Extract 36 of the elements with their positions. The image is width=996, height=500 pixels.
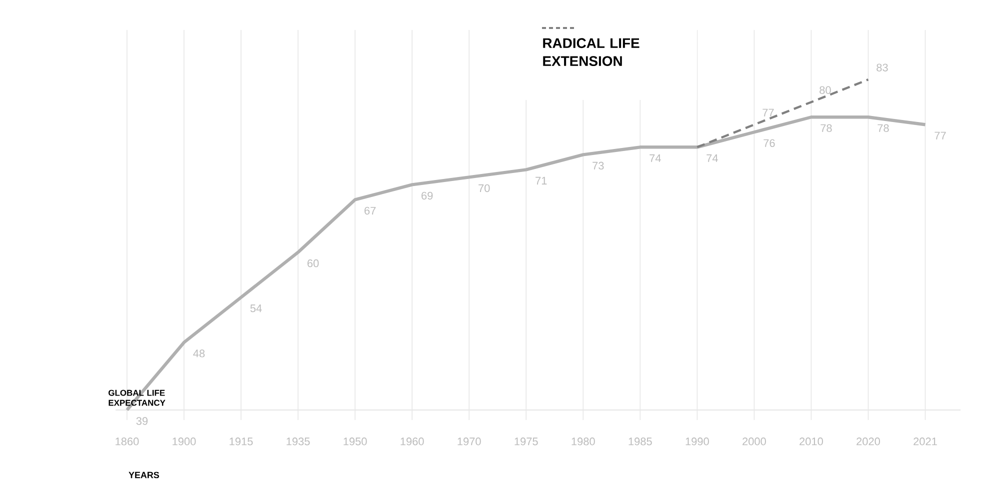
data-label: 78	[820, 124, 832, 132]
data-label: 70	[478, 184, 490, 192]
x-tick-label: 1950	[344, 438, 367, 446]
y-axis-title: GLOBAL LIFE EXPECTANCY	[108, 390, 166, 406]
x-tick-label: 2000	[742, 438, 766, 446]
data-label: 74	[706, 154, 718, 162]
data-label: 48	[193, 350, 205, 358]
x-tick-label: 1970	[458, 438, 481, 446]
data-label: 78	[878, 124, 889, 132]
data-label: 83	[876, 64, 888, 72]
x-tick-label: 1860	[116, 438, 139, 446]
x-tick-label: 2021	[914, 438, 937, 446]
x-tick-label: 1990	[686, 438, 709, 446]
data-label: 73	[592, 162, 604, 170]
x-tick-label: 2010	[800, 438, 823, 446]
x-tick-label: 1915	[230, 438, 253, 446]
x-tick-label: 1960	[400, 438, 424, 446]
x-tick-label: 2020	[856, 438, 880, 446]
data-label: 77	[762, 108, 774, 116]
x-axis-title: YEARS	[128, 472, 160, 478]
x-tick-label: 1900	[172, 438, 196, 446]
data-label: 80	[820, 86, 831, 94]
data-label: 67	[364, 206, 376, 215]
data-label: 54	[250, 304, 262, 312]
x-tick-label: 1935	[286, 438, 310, 446]
data-label: 71	[536, 176, 547, 184]
x-tick-label: 1985	[628, 438, 652, 446]
data-label: 60	[308, 259, 319, 268]
data-label: 74	[650, 154, 661, 162]
data-label: 39	[136, 417, 148, 425]
data-label: 77	[934, 132, 946, 140]
data-label: 69	[422, 192, 433, 200]
legend-label: RADICAL LIFE EXTENSION	[543, 38, 640, 66]
data-label: 76	[764, 139, 775, 148]
x-tick-label: 1975	[514, 438, 538, 446]
x-tick-label: 1980	[572, 438, 595, 446]
